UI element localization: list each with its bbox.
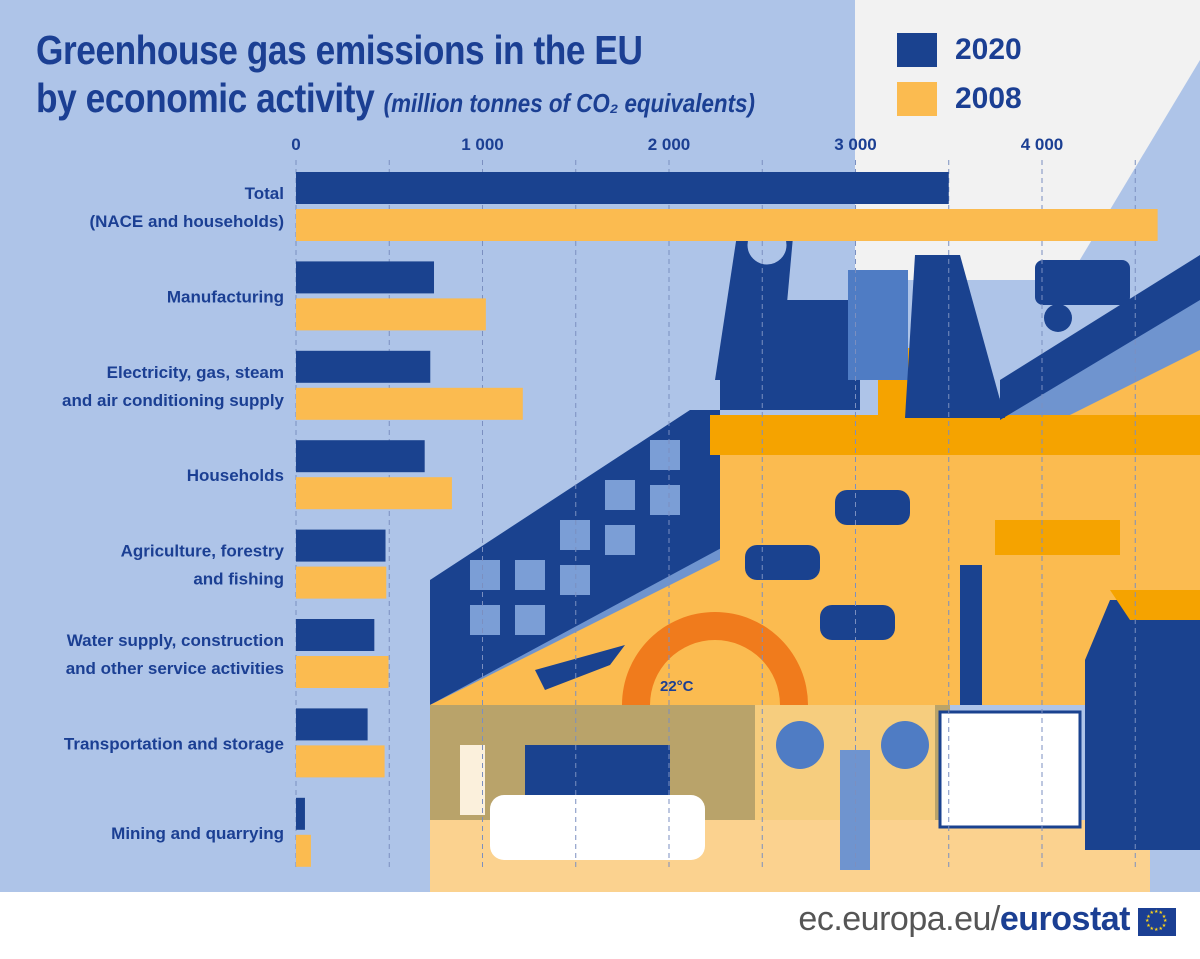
bar-2008 (296, 745, 385, 778)
bar-2008 (296, 387, 523, 420)
legend-swatch-2020 (897, 33, 937, 67)
bar-2020 (296, 350, 431, 383)
container-illustration (938, 710, 1082, 829)
bar-2020 (296, 797, 305, 830)
legend-item-2020: 2020 (897, 33, 1022, 67)
flag-star-icon: ★ (1163, 918, 1168, 924)
flag-star-icon: ★ (1161, 922, 1167, 929)
flag-star-icon: ★ (1145, 918, 1150, 924)
flag-star-icon: ★ (1158, 910, 1163, 917)
sofa-illustration (490, 795, 705, 860)
bar-2020 (296, 172, 949, 204)
eu-flag-logo: ★ ★ ★ ★ ★ ★ ★ ★ ★ ★ ★ ★ (1138, 908, 1176, 936)
legend-item-2008: 2008 (897, 82, 1022, 116)
bar-2008 (296, 834, 311, 867)
tractor-illustration (1035, 260, 1130, 305)
bar-2008 (296, 656, 389, 688)
flag-star-icon: ★ (1158, 925, 1163, 932)
bar-2020 (296, 261, 435, 294)
bar-2020 (296, 440, 425, 473)
bar-2020 (296, 708, 368, 741)
footer-domain: ec.europa.eu/ (798, 900, 1000, 938)
thermostat-label: 22°C (660, 678, 694, 695)
flag-star-icon: ★ (1161, 913, 1167, 920)
footer-brand: eurostat (999, 900, 1131, 938)
legend-label-2008: 2008 (955, 82, 1022, 115)
chart-title: Greenhouse gas emissions in the EU by ec… (36, 26, 755, 127)
bar-2020 (296, 529, 386, 562)
bar-2008 (296, 477, 452, 510)
flag-star-icon: ★ (1146, 913, 1151, 920)
airplane-illustration (535, 645, 625, 690)
flag-star-icon: ★ (1149, 925, 1154, 932)
cars-illustration (745, 490, 910, 640)
flag-star-icon: ★ (1154, 927, 1159, 933)
worker-illustration (960, 565, 982, 705)
title-line-2: by economic activity (36, 75, 375, 121)
crane-load-illustration (995, 520, 1120, 555)
flag-star-icon: ★ (1154, 909, 1159, 915)
bar-2008 (296, 298, 486, 331)
houses-illustration (1085, 600, 1200, 850)
thermostat-gauge (622, 612, 808, 705)
flag-star-icon: ★ (1146, 922, 1151, 929)
flag-star-icon: ★ (1149, 910, 1154, 917)
footer-url[interactable]: ec.europa.eu/eurostat (798, 900, 1130, 939)
unit-label: (million tonnes of CO₂ equivalents) (383, 88, 755, 118)
bar-2008 (296, 566, 387, 599)
woman-illustration (460, 745, 485, 815)
bar-2020 (296, 619, 375, 651)
bar-2008 (296, 209, 1158, 241)
title-line-1: Greenhouse gas emissions in the EU (36, 27, 643, 73)
legend-swatch-2008 (897, 82, 937, 116)
legend-label-2020: 2020 (955, 33, 1022, 66)
